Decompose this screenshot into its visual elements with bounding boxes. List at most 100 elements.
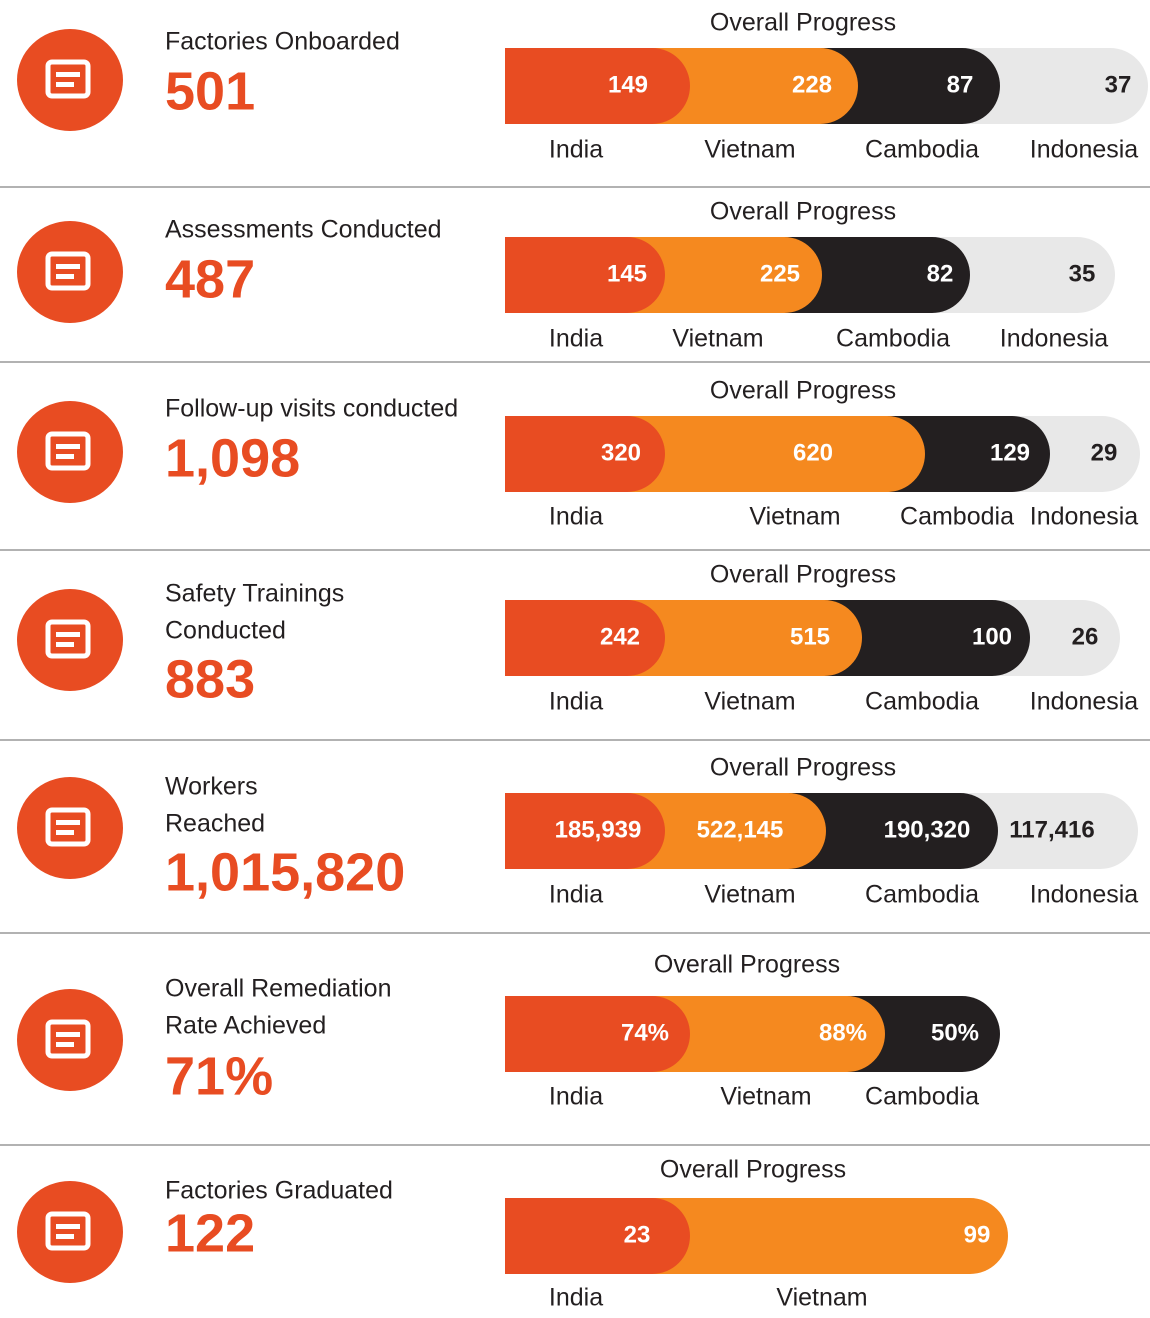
segment-value: 74% <box>621 1019 669 1046</box>
icon-glyph <box>56 274 74 279</box>
progress-bar <box>505 793 1138 869</box>
segment-value: 23 <box>624 1221 651 1248</box>
country-label: India <box>549 1284 603 1312</box>
segment-value: 26 <box>1072 623 1099 650</box>
icon-circle <box>17 401 123 503</box>
icon-glyph <box>56 1032 80 1037</box>
icon-circle <box>17 989 123 1091</box>
icon-circle <box>17 1181 123 1283</box>
icon-glyph <box>45 1019 91 1059</box>
icon-glyph <box>45 1211 91 1251</box>
segment-value: 129 <box>990 439 1030 466</box>
bar-segment <box>505 416 665 492</box>
metric-title: Factories Onboarded <box>165 28 400 56</box>
segment-value: 82 <box>927 260 954 287</box>
progress-label: Overall Progress <box>710 9 896 37</box>
icon-circle <box>17 29 123 131</box>
bar-segment <box>505 48 690 124</box>
country-label: Vietnam <box>704 136 795 164</box>
icon-glyph <box>56 72 80 77</box>
progress-label: Overall Progress <box>710 754 896 782</box>
bar-segment <box>505 600 665 676</box>
country-label: Vietnam <box>704 688 795 716</box>
country-label: Indonesia <box>1030 688 1139 716</box>
icon-glyph <box>56 82 74 87</box>
country-label: Vietnam <box>776 1284 867 1312</box>
icon-circle <box>17 221 123 323</box>
segment-value: 117,416 <box>1009 816 1094 843</box>
metric-total: 487 <box>165 249 255 309</box>
country-label: Vietnam <box>720 1083 811 1111</box>
segment-value: 37 <box>1105 71 1132 98</box>
country-label: Indonesia <box>1030 881 1139 909</box>
country-label: Cambodia <box>865 1083 979 1111</box>
country-label: Vietnam <box>704 881 795 909</box>
progress-label: Overall Progress <box>654 951 840 979</box>
icon-glyph <box>45 431 91 471</box>
icon-glyph <box>45 807 91 847</box>
segment-value: 99 <box>964 1221 991 1248</box>
progress-bar <box>505 600 1120 676</box>
icon-glyph <box>45 619 91 659</box>
icon-glyph <box>56 1234 74 1239</box>
icon-circle <box>17 589 123 691</box>
country-label: India <box>549 325 603 353</box>
country-label: India <box>549 881 603 909</box>
country-label: Vietnam <box>672 325 763 353</box>
bar-segment <box>505 996 690 1072</box>
metric-title: Conducted <box>165 617 286 645</box>
icon-glyph <box>56 1042 74 1047</box>
segment-value: 190,320 <box>884 816 971 843</box>
progress-label: Overall Progress <box>710 198 896 226</box>
icon-glyph <box>56 454 74 459</box>
segment-value: 228 <box>792 71 832 98</box>
segment-value: 242 <box>600 623 640 650</box>
segment-value: 149 <box>608 71 648 98</box>
country-label: Cambodia <box>865 881 979 909</box>
metric-title: Factories Graduated <box>165 1177 393 1205</box>
country-label: Indonesia <box>1030 136 1139 164</box>
metric-total: 1,015,820 <box>165 842 405 902</box>
bar-segment <box>505 237 665 313</box>
icon-glyph <box>56 632 80 637</box>
metric-total: 501 <box>165 61 255 121</box>
country-label: India <box>549 136 603 164</box>
segment-value: 225 <box>760 260 800 287</box>
country-label: Cambodia <box>865 688 979 716</box>
metric-title: Reached <box>165 810 265 838</box>
icon-circle <box>17 777 123 879</box>
icon-glyph <box>56 642 74 647</box>
country-label: India <box>549 503 603 531</box>
country-label: India <box>549 1083 603 1111</box>
metric-total: 71% <box>165 1046 273 1106</box>
progress-bar <box>505 416 1140 492</box>
progress-label: Overall Progress <box>710 561 896 589</box>
segment-value: 100 <box>972 623 1012 650</box>
icon-glyph <box>56 820 80 825</box>
country-label: Cambodia <box>865 136 979 164</box>
icon-glyph <box>56 830 74 835</box>
segment-value: 320 <box>601 439 641 466</box>
metric-title: Follow-up visits conducted <box>165 395 458 423</box>
segment-value: 620 <box>793 439 833 466</box>
icon-glyph <box>45 59 91 99</box>
bar-segment <box>505 1198 690 1274</box>
segment-value: 35 <box>1069 260 1096 287</box>
progress-bar <box>505 1198 1008 1274</box>
segment-value: 145 <box>607 260 647 287</box>
country-label: Cambodia <box>836 325 950 353</box>
icon-glyph <box>56 1224 80 1229</box>
metric-title: Overall Remediation <box>165 975 392 1003</box>
progress-bar <box>505 237 1115 313</box>
metric-title: Workers <box>165 773 258 801</box>
country-label: Indonesia <box>1000 325 1109 353</box>
metric-title: Assessments Conducted <box>165 216 442 244</box>
segment-value: 515 <box>790 623 830 650</box>
progress-label: Overall Progress <box>660 1156 846 1184</box>
segment-value: 29 <box>1091 439 1118 466</box>
metric-total: 122 <box>165 1203 255 1263</box>
bar-segment <box>505 793 665 869</box>
country-label: Cambodia <box>900 503 1014 531</box>
metric-total: 883 <box>165 649 255 709</box>
